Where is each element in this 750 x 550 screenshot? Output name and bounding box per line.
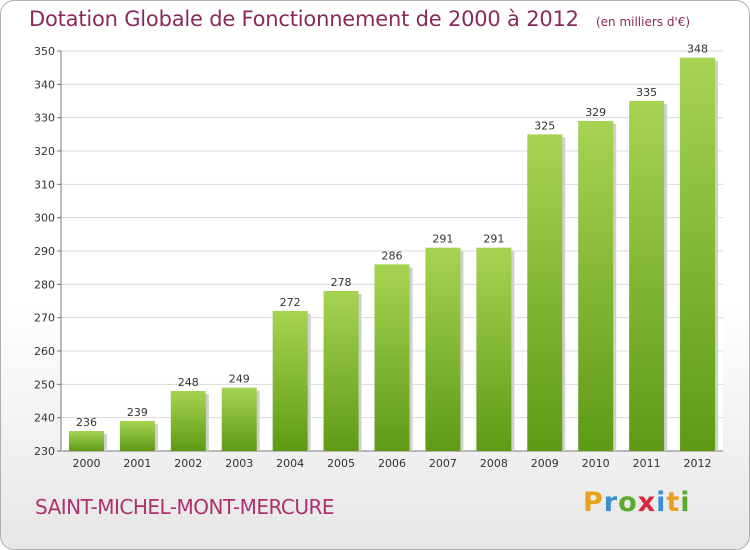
x-tick-label: 2007 <box>429 457 457 470</box>
logo-letter: P <box>583 487 604 518</box>
bar-value-label: 272 <box>280 296 301 309</box>
logo-letter: x <box>637 487 657 518</box>
x-tick-label: 2003 <box>225 457 253 470</box>
bar <box>680 57 716 452</box>
bar-value-label: 335 <box>636 86 657 99</box>
chart-unit: (en milliers d'€) <box>595 15 691 29</box>
y-tick-label: 290 <box>34 245 55 258</box>
bar-value-label: 236 <box>76 416 97 429</box>
x-tick-label: 2009 <box>531 457 559 470</box>
bar <box>272 311 308 451</box>
logo-letter: i <box>680 487 691 518</box>
x-tick-label: 2011 <box>633 457 661 470</box>
bar <box>119 421 155 451</box>
bar-value-label: 248 <box>178 376 199 389</box>
y-tick-label: 340 <box>34 78 55 91</box>
y-tick-label: 260 <box>34 345 55 358</box>
bar <box>476 247 512 451</box>
bar <box>68 431 104 451</box>
bar-value-label: 291 <box>432 233 453 246</box>
y-tick-label: 300 <box>34 212 55 225</box>
x-tick-label: 2002 <box>174 457 202 470</box>
chart-title: Dotation Globale de Fonctionnement de 20… <box>29 7 579 31</box>
y-tick-label: 240 <box>34 412 55 425</box>
bar-value-label: 325 <box>534 119 555 132</box>
x-tick-label: 2005 <box>327 457 355 470</box>
y-tick-label: 250 <box>34 378 55 391</box>
logo-letter: t <box>666 487 681 518</box>
bar-value-label: 239 <box>127 406 148 419</box>
logo-letter: o <box>618 487 638 518</box>
y-tick-label: 350 <box>34 45 55 58</box>
bar <box>323 291 359 451</box>
y-tick-label: 230 <box>34 445 55 458</box>
logo-letter: r <box>603 487 619 518</box>
x-tick-label: 2008 <box>480 457 508 470</box>
y-tick-label: 280 <box>34 278 55 291</box>
bar-value-label: 278 <box>331 276 352 289</box>
bar-value-label: 348 <box>687 43 708 56</box>
proxiti-logo: Proxiti <box>583 487 691 518</box>
bar <box>374 264 410 451</box>
x-tick-label: 2010 <box>582 457 610 470</box>
y-tick-label: 330 <box>34 112 55 125</box>
bar-value-label: 249 <box>229 373 250 386</box>
x-tick-label: 2001 <box>123 457 151 470</box>
x-tick-label: 2006 <box>378 457 406 470</box>
bar-value-label: 286 <box>382 249 403 262</box>
commune-name: SAINT-MICHEL-MONT-MERCURE <box>35 495 335 519</box>
title-row: Dotation Globale de Fonctionnement de 20… <box>29 7 690 31</box>
bar <box>221 387 257 451</box>
bar <box>629 101 665 451</box>
bar <box>170 391 206 451</box>
y-tick-label: 320 <box>34 145 55 158</box>
x-tick-label: 2004 <box>276 457 304 470</box>
bar-value-label: 291 <box>483 233 504 246</box>
x-tick-label: 2012 <box>684 457 712 470</box>
bar-value-label: 329 <box>585 106 606 119</box>
bar <box>527 134 563 452</box>
y-tick-label: 270 <box>34 312 55 325</box>
logo-letter: i <box>656 487 667 518</box>
y-tick-label: 310 <box>34 178 55 191</box>
bar <box>425 247 461 451</box>
x-tick-label: 2000 <box>72 457 100 470</box>
bar <box>578 121 614 451</box>
